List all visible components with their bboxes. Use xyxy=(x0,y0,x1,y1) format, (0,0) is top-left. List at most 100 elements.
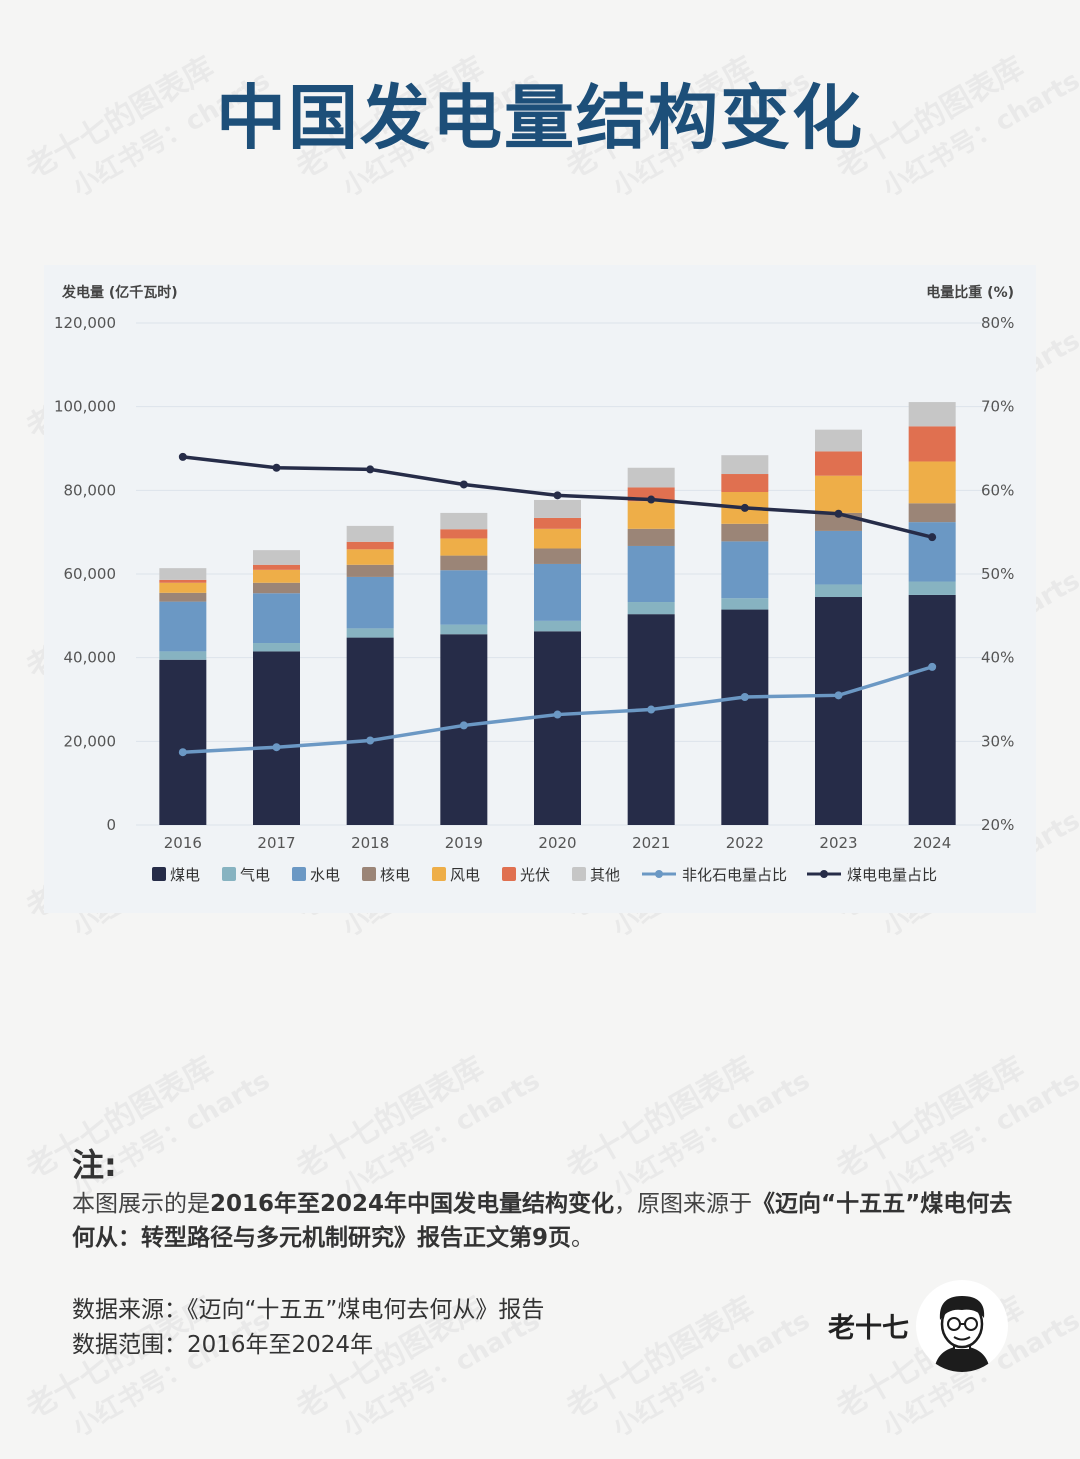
bar-segment xyxy=(534,620,581,632)
bar-segment xyxy=(908,594,956,825)
note-body: 本图展示的是2016年至2024年中国发电量结构变化，原图来源于《迈向“十五五”… xyxy=(72,1187,1022,1255)
line-point xyxy=(834,691,843,700)
y-right-tick-label: 20% xyxy=(981,816,1014,834)
x-tick-label: 2017 xyxy=(257,834,295,852)
bar-segment xyxy=(627,545,675,603)
bar-segment xyxy=(534,631,581,825)
line-point xyxy=(553,710,562,719)
y-right-tick-label: 80% xyxy=(981,314,1014,332)
data-source: 数据来源：《迈向“十五五”煤电何去何从》报告 xyxy=(72,1297,545,1323)
legend-swatch xyxy=(362,867,376,881)
legend-swatch xyxy=(502,867,516,881)
bar-segment xyxy=(440,624,488,635)
line-point xyxy=(272,463,281,472)
bar-segment xyxy=(346,525,394,542)
bar-segment xyxy=(721,609,769,825)
line-point xyxy=(647,705,656,714)
bar-segment xyxy=(440,512,488,530)
bar-segment xyxy=(534,528,581,549)
bar-segment xyxy=(253,550,300,565)
line-point xyxy=(740,503,749,512)
line-point xyxy=(459,480,468,489)
bar-segment xyxy=(721,598,769,610)
legend-line-marker xyxy=(820,870,828,878)
line-point xyxy=(366,736,375,745)
line-point xyxy=(928,533,937,542)
bar-segment xyxy=(627,614,675,825)
bar-segment xyxy=(908,581,956,595)
avatar xyxy=(916,1280,1008,1372)
line-point xyxy=(366,465,375,474)
legend-swatch xyxy=(432,867,446,881)
x-tick-label: 2022 xyxy=(726,834,764,852)
bar-segment xyxy=(627,602,675,615)
bar-segment xyxy=(908,461,956,504)
bar-segment xyxy=(815,451,862,476)
bar-segment xyxy=(159,601,207,652)
page-title: 中国发电量结构变化 xyxy=(216,77,864,159)
bar-segment xyxy=(346,628,394,638)
bar-segment xyxy=(534,563,581,621)
y-left-tick-label: 20,000 xyxy=(64,732,117,750)
data-range: 数据范围：2016年至2024年 xyxy=(72,1332,374,1358)
bar-segment xyxy=(627,467,675,488)
y-right-tick-label: 70% xyxy=(981,398,1014,416)
x-tick-label: 2018 xyxy=(351,834,389,852)
chart-panel: 发电量 (亿千瓦时) 电量比重 (%) 0 20,000 40,000 60,000 8… xyxy=(44,265,1036,913)
legend-label: 煤电 xyxy=(170,866,200,884)
note-middle: ，原图来源于 xyxy=(614,1191,753,1217)
author-name: 老十七 xyxy=(828,1313,909,1344)
watermark-text: 老十七的图表库小红书号：charts xyxy=(560,1290,816,1443)
note-prefix: 本图展示的是 xyxy=(72,1191,210,1217)
bar-segment xyxy=(159,659,207,825)
y-axis-left-label: 发电量 (亿千瓦时) xyxy=(61,284,178,301)
bar-segment xyxy=(253,593,300,644)
legend-label: 风电 xyxy=(450,866,480,884)
bar-segment xyxy=(346,541,394,550)
bar-segment xyxy=(534,499,581,518)
bar-segment xyxy=(346,564,394,577)
legend-label: 核电 xyxy=(380,866,410,884)
bar-segment xyxy=(440,538,488,556)
bar-segment xyxy=(815,429,862,452)
line-point xyxy=(740,692,749,701)
bar-segment xyxy=(721,474,769,493)
legend-label: 光伏 xyxy=(520,866,550,884)
legend-swatch xyxy=(222,867,236,881)
legend-label: 其他 xyxy=(590,866,620,884)
line-point xyxy=(178,452,187,461)
legend-line-marker xyxy=(655,870,663,878)
bar-segment xyxy=(159,568,207,580)
legend-label: 煤电电量占比 xyxy=(847,866,937,884)
avatar-illustration-icon xyxy=(934,1296,990,1372)
stacked-bar-line-chart: 发电量 (亿千瓦时) 电量比重 (%) 0 20,000 40,000 60,000 8… xyxy=(54,284,1014,884)
note-bold-range: 2016年至2024年中国发电量结构变化 xyxy=(210,1191,615,1217)
line-point xyxy=(459,721,468,730)
y-left-tick-label: 100,000 xyxy=(54,398,116,416)
bar-segment xyxy=(534,517,581,529)
y-left-tick-label: 0 xyxy=(106,816,116,834)
y-right-tick-label: 60% xyxy=(981,481,1014,499)
bar-segment xyxy=(346,576,394,629)
bar-segment xyxy=(908,522,956,582)
x-tick-label: 2021 xyxy=(632,834,670,852)
bar-segment xyxy=(440,570,488,625)
note-heading: 注: xyxy=(72,1146,117,1184)
x-tick-label: 2024 xyxy=(913,834,951,852)
bar-segment xyxy=(908,503,956,523)
bar-segment xyxy=(159,651,207,660)
x-tick-label: 2019 xyxy=(445,834,483,852)
x-tick-label: 2020 xyxy=(538,834,576,852)
note-suffix: 。 xyxy=(571,1225,595,1251)
bar-segment xyxy=(815,584,862,598)
y-right-tick-label: 40% xyxy=(981,649,1014,667)
legend-swatch xyxy=(572,867,586,881)
bar-segment xyxy=(253,569,300,583)
bar-segment xyxy=(159,579,207,583)
y-left-tick-label: 80,000 xyxy=(64,481,117,499)
line-point xyxy=(928,662,937,671)
line-point xyxy=(553,491,562,500)
bar-segment xyxy=(346,549,394,565)
bar-segment xyxy=(908,426,956,462)
bar-segment xyxy=(908,402,956,427)
